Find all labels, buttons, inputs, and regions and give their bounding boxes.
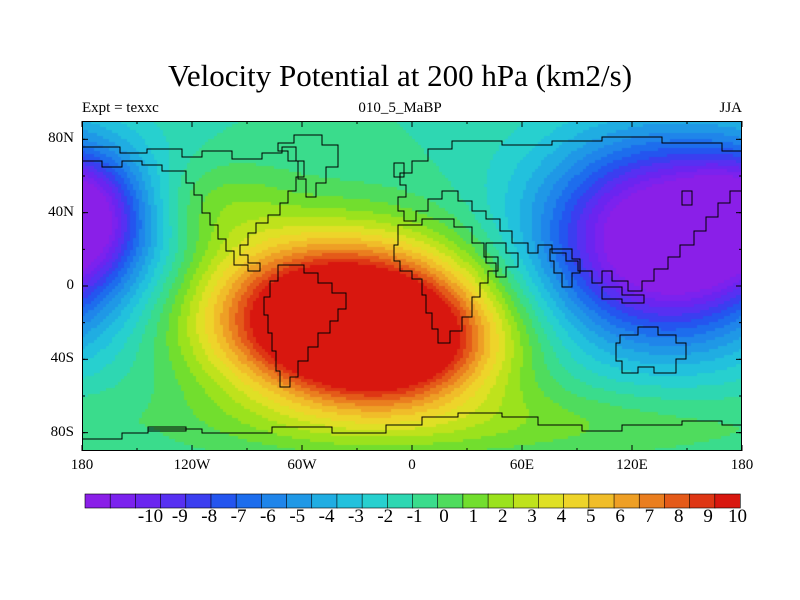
lon-tick-label: 180 [730, 457, 754, 473]
lat-tick-label: 80N [48, 130, 74, 147]
coastlines [82, 134, 742, 440]
colorbar-label: 5 [585, 506, 596, 527]
colorbar-label: -8 [201, 506, 218, 527]
coast-eurasia [397, 136, 742, 292]
colorbar-label: 4 [556, 506, 567, 527]
lat-tick-label: 40S [50, 350, 74, 367]
lon-tick-label: 60E [509, 457, 535, 473]
coast-japan [681, 190, 693, 206]
colorbar-label: -4 [318, 506, 335, 527]
lat-tick-label: 0 [66, 277, 75, 293]
colorbar-label: 8 [674, 506, 684, 527]
coast-antarctic-peninsula [147, 426, 187, 432]
coast-south-america [263, 264, 347, 388]
coast-greenland [277, 134, 339, 198]
experiment-label: Expt = texxc [82, 100, 159, 116]
plot-title: Velocity Potential at 200 hPa (km2/s) [167, 58, 633, 93]
colorbar-label: 6 [615, 506, 625, 527]
colorbar-labels: -10 -9 -8 -7 -6 -5 -4 -3 -2 -1 0 1 2 3 4 5 6 7 8 9 10 [0, 506, 800, 530]
colorbar-label: 1 [468, 506, 479, 527]
coast-africa [393, 218, 499, 344]
lon-tick-label: 120E [616, 457, 648, 473]
colorbar-label: -10 [137, 506, 164, 527]
colorbar-label: -1 [406, 506, 423, 527]
coast-north-america [82, 146, 305, 272]
colorbar-label: -2 [377, 506, 394, 527]
colorbar-label: 3 [527, 506, 537, 527]
coast-antarctica [82, 412, 742, 440]
colorbar-label: 0 [439, 506, 449, 527]
coast-australia [615, 326, 687, 374]
coast-uk [393, 162, 405, 178]
colorbar-label: -3 [348, 506, 364, 527]
lon-tick-label: 0 [408, 457, 416, 473]
colorbar-label: -9 [171, 506, 188, 527]
lat-tick-label: 80S [50, 423, 74, 440]
case-label: 010_5_MaBP [358, 100, 442, 116]
colorbar-label: 10 [727, 506, 747, 527]
map-area [82, 121, 742, 451]
season-label: JJA [719, 100, 742, 116]
colorbar-label: 7 [644, 506, 655, 527]
colorbar-label: -7 [230, 506, 247, 527]
map-frame [82, 121, 742, 451]
lon-tick-label: 120W [173, 457, 211, 473]
colorbar-label: -6 [259, 506, 276, 527]
colorbar-label: -5 [289, 506, 306, 527]
coast-arabia [485, 242, 519, 278]
coast-indonesia [601, 286, 645, 304]
lon-tick-label: 60W [287, 457, 317, 473]
colorbar-label: 9 [703, 506, 713, 527]
lat-tick-label: 40N [48, 203, 74, 220]
lon-tick-label: 180 [70, 457, 94, 473]
coast-india [549, 248, 581, 288]
velocity-potential-field [82, 121, 742, 451]
colorbar-label: 2 [497, 506, 508, 527]
